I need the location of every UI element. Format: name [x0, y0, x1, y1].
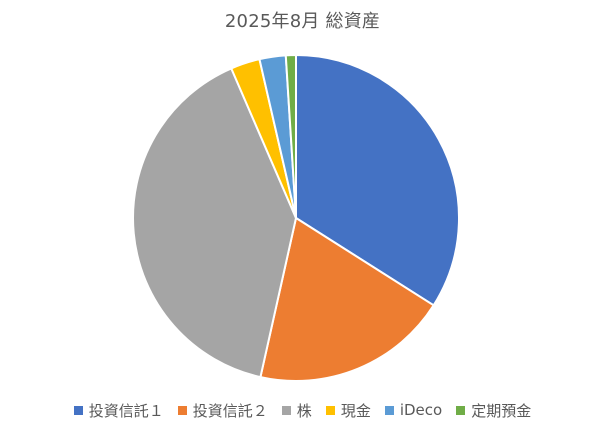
- legend-label: 現金: [340, 401, 371, 420]
- legend-label: iDeco: [399, 401, 443, 419]
- legend-item-time-deposit[interactable]: 定期預金: [456, 400, 531, 421]
- pie-slice-stocks[interactable]: [132, 67, 297, 379]
- legend-label: 投資信託１: [88, 401, 164, 420]
- legend-item-stocks[interactable]: 株: [281, 400, 312, 421]
- legend-swatch: [281, 405, 291, 415]
- legend: 投資信託１ 投資信託２ 株 現金 iDeco 定期預金: [0, 399, 605, 421]
- legend-item-investment-trust-1[interactable]: 投資信託１: [73, 400, 164, 421]
- legend-swatch: [325, 405, 335, 415]
- legend-label: 定期預金: [471, 401, 532, 420]
- legend-swatch: [73, 405, 83, 415]
- legend-label: 投資信託２: [192, 401, 268, 420]
- pie-slice-time-deposit[interactable]: [284, 53, 297, 219]
- legend-swatch: [456, 405, 466, 415]
- chart-title: 2025年8月 総資産: [224, 11, 381, 32]
- legend-item-ideco[interactable]: iDeco: [384, 401, 443, 419]
- legend-item-investment-trust-2[interactable]: 投資信託２: [177, 400, 268, 421]
- legend-swatch: [177, 405, 187, 415]
- pie-slice-investment-trust-2[interactable]: [259, 217, 435, 382]
- legend-item-cash[interactable]: 現金: [325, 400, 371, 421]
- legend-label: 株: [296, 401, 312, 420]
- legend-swatch: [384, 405, 394, 415]
